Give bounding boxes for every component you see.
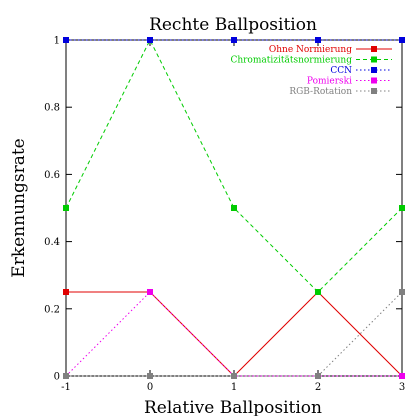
legend-label: Ohne Normierung bbox=[269, 45, 352, 55]
x-tick-label: 3 bbox=[399, 382, 405, 393]
data-point bbox=[315, 37, 321, 43]
data-point bbox=[231, 373, 237, 379]
y-tick-label: 0.6 bbox=[44, 170, 60, 181]
data-point bbox=[399, 289, 405, 295]
y-tick-label: 0.8 bbox=[44, 103, 60, 114]
y-tick-label: 0.4 bbox=[44, 237, 60, 248]
data-point bbox=[399, 37, 405, 43]
x-tick-label: -1 bbox=[61, 382, 71, 393]
x-tick-label: 0 bbox=[147, 382, 153, 393]
data-point bbox=[315, 373, 321, 379]
data-point bbox=[399, 205, 405, 211]
data-point bbox=[231, 37, 237, 43]
x-tick-label: 1 bbox=[231, 382, 237, 393]
series-line bbox=[66, 291, 403, 377]
data-point bbox=[147, 289, 153, 295]
data-point bbox=[231, 205, 237, 211]
legend-marker bbox=[371, 77, 377, 84]
legend-marker bbox=[371, 67, 377, 73]
legend-marker bbox=[371, 56, 377, 63]
data-point bbox=[147, 37, 153, 43]
series-line bbox=[66, 291, 403, 377]
y-tick-label: 1 bbox=[54, 36, 60, 47]
series-line bbox=[65, 291, 402, 377]
data-point bbox=[63, 289, 69, 295]
x-axis-label: Relative Ballposition bbox=[144, 398, 322, 416]
data-point bbox=[399, 373, 405, 379]
y-tick-label: 0 bbox=[54, 372, 60, 383]
legend: Ohne NormierungChromatizitätsnormierungC… bbox=[230, 45, 392, 97]
legend-marker bbox=[371, 46, 377, 52]
legend-label: Pomierski bbox=[307, 77, 352, 87]
legend-label: RGB-Rotation bbox=[289, 87, 352, 97]
legend-label: Chromatizitätsnormierung bbox=[230, 56, 352, 66]
data-point bbox=[63, 37, 69, 43]
series-line bbox=[65, 38, 403, 293]
legend-marker bbox=[371, 88, 377, 94]
y-tick-label: 0.2 bbox=[44, 304, 60, 315]
series-group bbox=[63, 37, 405, 379]
data-point bbox=[63, 205, 69, 211]
data-point bbox=[315, 289, 321, 295]
chart-title: Rechte Ballposition bbox=[149, 15, 317, 35]
data-point bbox=[147, 373, 153, 379]
y-axis-label: Erkennungsrate bbox=[9, 138, 29, 277]
data-point bbox=[63, 373, 69, 379]
x-tick-label: 2 bbox=[315, 382, 321, 393]
legend-label: CCN bbox=[330, 66, 352, 76]
